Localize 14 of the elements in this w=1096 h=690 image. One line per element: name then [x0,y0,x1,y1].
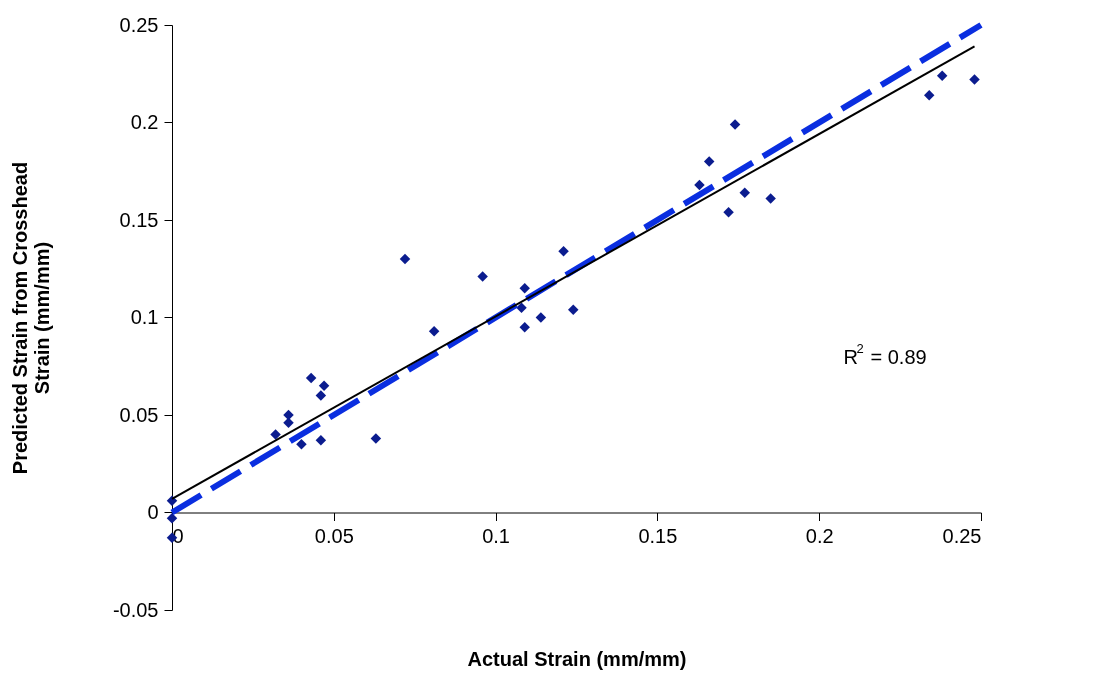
y-axis-title: Predicted Strain from Crosshead Strain (mm/mm) [8,161,53,475]
x-tick-label: 0.1 [482,525,511,547]
y-tick-label: 0.25 [119,13,159,36]
y-tick-label: 0.05 [119,403,159,426]
y-tick-label: 0.2 [130,111,159,133]
x-tick-label: 0.25 [942,525,982,547]
y-tick-label: 0.15 [119,208,159,231]
y-tick-label: -0.05 [112,598,159,621]
x-tick-label: 0.2 [805,525,834,547]
x-tick-label: 0.05 [314,525,354,547]
x-tick-label: 0.15 [638,525,678,547]
y-tick-label: 0.1 [130,306,159,328]
y-tick-label: 0 [147,501,159,523]
x-axis-title: Actual Strain (mm/mm) [467,647,687,670]
